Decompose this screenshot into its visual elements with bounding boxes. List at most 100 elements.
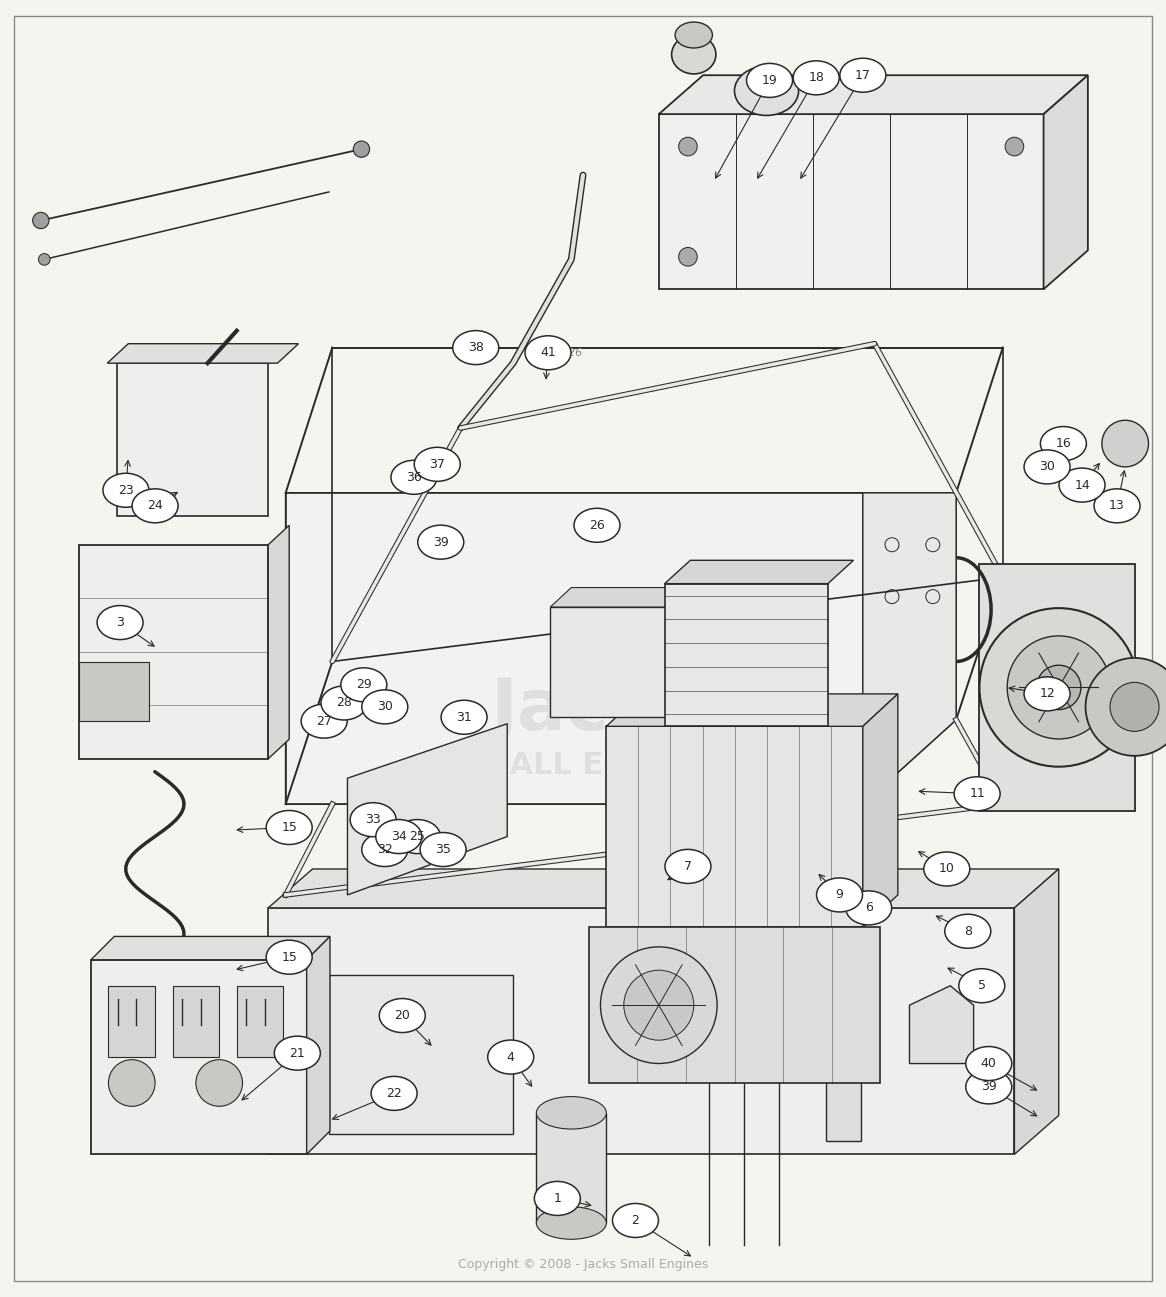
Polygon shape <box>659 114 1044 289</box>
Text: 29: 29 <box>356 678 372 691</box>
Ellipse shape <box>958 969 1005 1003</box>
Text: 4: 4 <box>507 1051 514 1064</box>
Ellipse shape <box>487 1040 534 1074</box>
Circle shape <box>1086 658 1166 756</box>
Ellipse shape <box>97 606 143 639</box>
Polygon shape <box>268 908 1014 1154</box>
Text: 3: 3 <box>117 616 124 629</box>
Text: 9: 9 <box>836 888 843 901</box>
Circle shape <box>33 213 49 228</box>
Ellipse shape <box>1040 427 1087 460</box>
Polygon shape <box>665 584 828 726</box>
Text: 38: 38 <box>468 341 484 354</box>
Polygon shape <box>329 975 513 1134</box>
Text: 32: 32 <box>377 843 393 856</box>
Ellipse shape <box>672 35 716 74</box>
Text: 10: 10 <box>939 863 955 875</box>
Circle shape <box>1102 420 1149 467</box>
Text: 16: 16 <box>1055 437 1072 450</box>
Ellipse shape <box>816 878 863 912</box>
Ellipse shape <box>1059 468 1105 502</box>
Ellipse shape <box>266 811 312 844</box>
Ellipse shape <box>274 1036 321 1070</box>
Polygon shape <box>606 726 863 927</box>
Text: 39: 39 <box>433 536 449 549</box>
Circle shape <box>979 608 1138 767</box>
Polygon shape <box>1044 75 1088 289</box>
Polygon shape <box>979 564 1135 811</box>
Text: 14: 14 <box>1074 479 1090 492</box>
Ellipse shape <box>132 489 178 523</box>
Text: 34: 34 <box>391 830 407 843</box>
Polygon shape <box>286 493 956 804</box>
Ellipse shape <box>525 336 571 370</box>
Polygon shape <box>268 869 1059 908</box>
Ellipse shape <box>944 914 991 948</box>
Polygon shape <box>307 936 330 1154</box>
Text: 8: 8 <box>964 925 971 938</box>
Text: Copyright © 2008 - Jacks Small Engines: Copyright © 2008 - Jacks Small Engines <box>458 1258 708 1271</box>
Text: 25: 25 <box>409 830 426 843</box>
FancyBboxPatch shape <box>108 986 155 1057</box>
Polygon shape <box>536 1113 606 1223</box>
Ellipse shape <box>954 777 1000 811</box>
Ellipse shape <box>840 58 886 92</box>
Ellipse shape <box>965 1070 1012 1104</box>
Text: 21: 21 <box>289 1047 305 1060</box>
Text: 15: 15 <box>281 951 297 964</box>
Text: 39: 39 <box>981 1080 997 1093</box>
Polygon shape <box>107 344 298 363</box>
Text: 31: 31 <box>456 711 472 724</box>
Circle shape <box>624 970 694 1040</box>
Circle shape <box>1110 682 1159 732</box>
Polygon shape <box>550 588 709 607</box>
Text: 30: 30 <box>1039 460 1055 473</box>
Text: 30: 30 <box>377 700 393 713</box>
Circle shape <box>600 947 717 1064</box>
Ellipse shape <box>361 690 408 724</box>
Ellipse shape <box>574 508 620 542</box>
Ellipse shape <box>361 833 408 866</box>
Ellipse shape <box>452 331 499 364</box>
Ellipse shape <box>923 852 970 886</box>
Text: 22: 22 <box>386 1087 402 1100</box>
Text: 33: 33 <box>365 813 381 826</box>
Circle shape <box>679 248 697 266</box>
Ellipse shape <box>420 833 466 866</box>
Text: 26: 26 <box>589 519 605 532</box>
Polygon shape <box>91 960 307 1154</box>
Polygon shape <box>550 607 688 717</box>
Ellipse shape <box>536 1097 606 1128</box>
Ellipse shape <box>1024 450 1070 484</box>
Text: 37: 37 <box>429 458 445 471</box>
Text: Fig03426: Fig03426 <box>531 348 583 358</box>
Ellipse shape <box>735 66 799 115</box>
Text: 17: 17 <box>855 69 871 82</box>
Text: 1: 1 <box>554 1192 561 1205</box>
Text: 28: 28 <box>336 696 352 709</box>
Ellipse shape <box>379 999 426 1032</box>
Text: SMALL ENGINES: SMALL ENGINES <box>457 751 732 779</box>
Ellipse shape <box>375 820 422 853</box>
FancyBboxPatch shape <box>173 986 219 1057</box>
Ellipse shape <box>321 686 367 720</box>
Ellipse shape <box>103 473 149 507</box>
Circle shape <box>1037 665 1081 709</box>
Polygon shape <box>863 694 898 927</box>
Text: 13: 13 <box>1109 499 1125 512</box>
Ellipse shape <box>536 1206 606 1239</box>
FancyBboxPatch shape <box>237 986 283 1057</box>
Ellipse shape <box>414 447 461 481</box>
Text: 41: 41 <box>540 346 556 359</box>
Text: 27: 27 <box>316 715 332 728</box>
Polygon shape <box>268 525 289 759</box>
Polygon shape <box>665 560 854 584</box>
Circle shape <box>1007 636 1110 739</box>
Ellipse shape <box>1094 489 1140 523</box>
Text: 7: 7 <box>684 860 691 873</box>
Polygon shape <box>826 1038 861 1141</box>
Ellipse shape <box>665 850 711 883</box>
Text: 6: 6 <box>865 901 872 914</box>
Ellipse shape <box>746 64 793 97</box>
Text: Jacks: Jacks <box>490 676 700 746</box>
